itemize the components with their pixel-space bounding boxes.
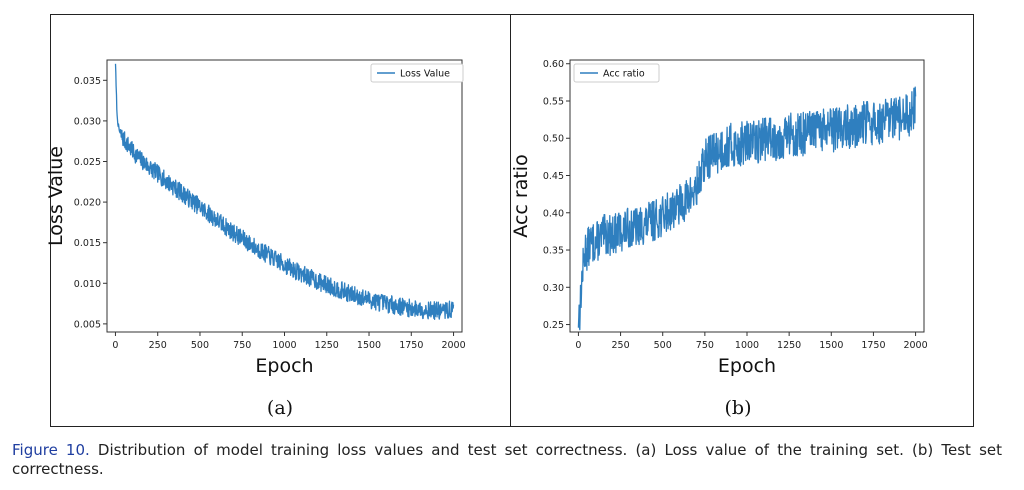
x-tick-label: 500: [191, 340, 209, 351]
x-tick-label: 1500: [819, 340, 843, 351]
x-tick-label: 2000: [903, 340, 927, 351]
legend-label: Acc ratio: [603, 69, 645, 80]
series-line-loss: [114, 63, 455, 321]
x-tick-label: 250: [149, 340, 167, 351]
legend-box: [573, 63, 660, 83]
y-tick-label: 0.025: [74, 157, 101, 168]
y-tick-label: 0.40: [543, 208, 564, 219]
y-tick-label: 0.50: [543, 134, 564, 145]
x-tick-label: 1750: [399, 340, 423, 351]
x-tick-label: 1250: [777, 340, 801, 351]
x-tick-label: 500: [654, 340, 672, 351]
x-tick-label: 2000: [441, 340, 465, 351]
y-tick-label: 0.020: [74, 198, 101, 209]
figure-caption: Figure 10. Distribution of model trainin…: [12, 441, 1002, 479]
legend: Loss Value: [370, 63, 464, 83]
x-tick-label: 1750: [861, 340, 885, 351]
y-tick-label: 0.030: [74, 116, 101, 127]
y-tick-label: 0.25: [543, 320, 564, 331]
x-tick-label: 0: [575, 340, 581, 351]
series-line-acc: [577, 86, 917, 331]
x-tick-label: 1250: [315, 340, 339, 351]
y-tick-label: 0.30: [543, 283, 564, 294]
x-tick-label: 1000: [735, 340, 759, 351]
plot-area: [569, 59, 925, 333]
x-axis-label: Epoch: [718, 355, 776, 377]
x-tick-label: 250: [612, 340, 630, 351]
x-tick-label: 1000: [272, 340, 296, 351]
x-tick-label: 750: [233, 340, 251, 351]
legend: Acc ratio: [573, 63, 660, 83]
y-tick-label: 0.010: [74, 279, 101, 290]
caption-label: Figure 10.: [12, 441, 90, 459]
y-tick-label: 0.005: [74, 319, 101, 330]
y-tick-label: 0.60: [543, 59, 564, 70]
caption-text: Distribution of model training loss valu…: [12, 441, 1002, 478]
y-tick-label: 0.45: [543, 171, 564, 182]
x-tick-label: 750: [696, 340, 714, 351]
y-axis-label: Acc ratio: [510, 154, 532, 237]
x-tick-label: 0: [112, 340, 118, 351]
panel-label-b: (b): [724, 397, 752, 419]
y-tick-label: 0.015: [74, 238, 101, 249]
y-tick-label: 0.35: [543, 246, 564, 257]
legend-label: Loss Value: [400, 69, 450, 80]
y-axis-label: Loss Value: [45, 146, 67, 246]
y-tick-label: 0.55: [543, 96, 564, 107]
x-axis-label: Epoch: [255, 355, 313, 377]
x-tick-label: 1500: [357, 340, 381, 351]
panel-divider: [510, 14, 511, 427]
y-tick-label: 0.035: [74, 76, 101, 87]
panel-label-a: (a): [266, 397, 294, 419]
legend-box: [370, 63, 464, 83]
figure-frame: [50, 14, 974, 427]
